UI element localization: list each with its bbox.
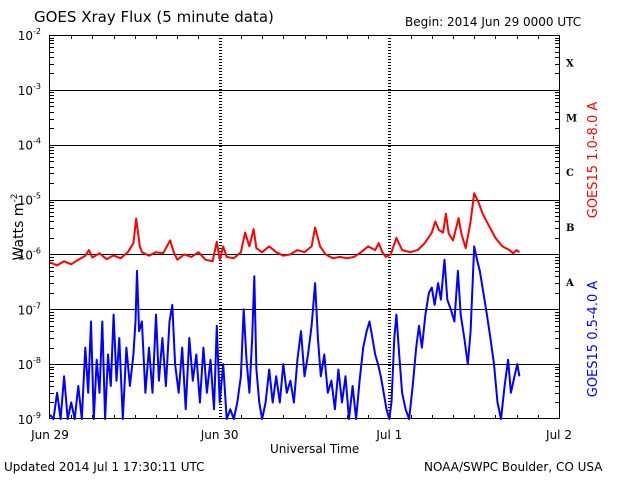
y-tick-exponent: -9 (33, 411, 41, 420)
x-tick-label: Jun 29 (30, 428, 69, 442)
flare-class-c: C (566, 168, 574, 179)
credit-text: NOAA/SWPC Boulder, CO USA (424, 460, 603, 474)
y-tick-label: 10-4 (18, 137, 41, 153)
y-tick-label: 10-6 (18, 246, 41, 262)
y-tick-label: 10-8 (18, 356, 41, 372)
y-tick-exponent: -2 (33, 27, 41, 36)
y-tick-label: 10-7 (18, 301, 41, 317)
series-line-1 (49, 192, 520, 267)
y-tick-exponent: -7 (33, 301, 41, 310)
series-line-2 (49, 245, 521, 420)
series-lines (49, 192, 521, 420)
flare-class-a: A (565, 278, 574, 289)
updated-timestamp: Updated 2014 Jul 1 17:30:11 UTC (4, 460, 205, 474)
y-axis-label-exponent: -2 (10, 194, 20, 203)
legend: GOES15 1.0-8.0 A GOES15 0.5-4.0 A (586, 102, 601, 398)
y-tick-label: 10-3 (18, 82, 41, 98)
y-tick-label: 10-5 (18, 192, 41, 208)
flare-class-x: X (566, 58, 574, 69)
y-tick-exponent: -8 (33, 356, 41, 365)
grid-lines (50, 90, 559, 365)
x-axis-ticks: Jun 29 Jun 30 Jul 1 Jul 2 (30, 35, 572, 442)
y-axis-label: Watts m-2 (10, 194, 27, 261)
chart-title: GOES Xray Flux (5 minute data) (34, 8, 274, 26)
flare-class-labels: A B C M X (565, 58, 577, 288)
y-axis-label-text: Watts m (11, 203, 27, 261)
y-tick-base: 10 (18, 139, 33, 153)
day-divider-lines (219, 35, 391, 419)
y-tick-base: 10 (18, 194, 33, 208)
y-tick-exponent: -3 (33, 82, 41, 91)
flare-class-b: B (566, 223, 574, 234)
y-tick-base: 10 (18, 84, 33, 98)
legend-label-1: GOES15 1.0-8.0 A (586, 102, 601, 219)
x-axis-label: Universal Time (270, 442, 360, 456)
begin-time: Begin: 2014 Jun 29 0000 UTC (405, 15, 582, 29)
x-tick-label: Jul 2 (545, 428, 572, 442)
x-tick-label: Jul 1 (375, 428, 402, 442)
y-tick-base: 10 (18, 29, 33, 43)
y-tick-label: 10-2 (18, 27, 41, 43)
legend-label-2: GOES15 0.5-4.0 A (586, 281, 601, 398)
y-tick-base: 10 (18, 413, 33, 427)
flare-class-m: M (566, 113, 577, 124)
y-tick-exponent: -5 (33, 192, 41, 201)
plot-frame (49, 35, 560, 419)
y-axis-ticks: 10-910-810-710-610-510-410-310-2 (18, 27, 559, 427)
y-tick-exponent: -4 (33, 137, 41, 146)
y-tick-base: 10 (18, 358, 33, 372)
y-tick-label: 10-9 (18, 411, 41, 427)
y-tick-exponent: -6 (33, 246, 41, 255)
y-tick-base: 10 (18, 303, 33, 317)
x-tick-label: Jun 30 (200, 428, 239, 442)
y-tick-base: 10 (18, 248, 33, 262)
